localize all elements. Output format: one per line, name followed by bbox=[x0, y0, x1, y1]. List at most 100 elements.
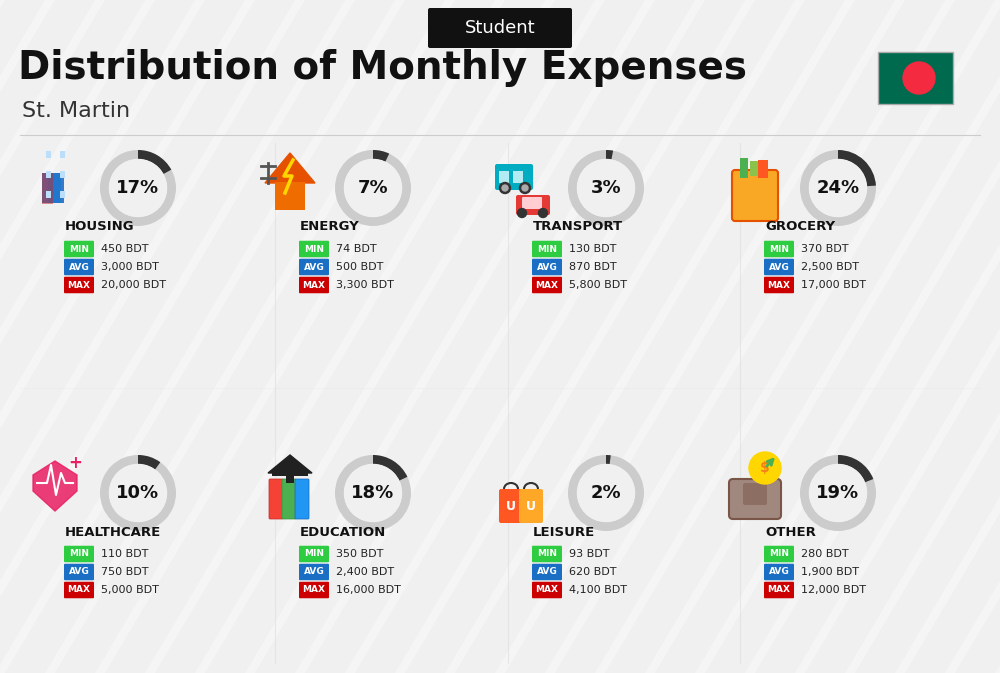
Text: 18%: 18% bbox=[351, 484, 395, 502]
FancyBboxPatch shape bbox=[532, 564, 562, 580]
Text: 500 BDT: 500 BDT bbox=[336, 262, 383, 272]
FancyBboxPatch shape bbox=[522, 197, 542, 209]
Text: 620 BDT: 620 BDT bbox=[569, 567, 616, 577]
Text: 350 BDT: 350 BDT bbox=[336, 549, 383, 559]
Text: HEALTHCARE: HEALTHCARE bbox=[65, 526, 161, 538]
Circle shape bbox=[539, 209, 548, 217]
Text: 16,000 BDT: 16,000 BDT bbox=[336, 585, 401, 595]
Wedge shape bbox=[373, 455, 407, 481]
FancyBboxPatch shape bbox=[299, 564, 329, 580]
FancyBboxPatch shape bbox=[532, 241, 562, 257]
Text: 110 BDT: 110 BDT bbox=[101, 549, 148, 559]
Text: 17%: 17% bbox=[116, 179, 160, 197]
Bar bbox=[60, 151, 65, 158]
Text: MIN: MIN bbox=[69, 244, 89, 254]
Circle shape bbox=[518, 209, 527, 217]
Text: LEISURE: LEISURE bbox=[533, 526, 595, 538]
Text: 870 BDT: 870 BDT bbox=[569, 262, 617, 272]
Text: 750 BDT: 750 BDT bbox=[101, 567, 149, 577]
Text: AVG: AVG bbox=[537, 567, 557, 577]
Circle shape bbox=[578, 464, 635, 522]
Text: 93 BDT: 93 BDT bbox=[569, 549, 610, 559]
Circle shape bbox=[502, 185, 508, 191]
Circle shape bbox=[578, 160, 635, 217]
FancyBboxPatch shape bbox=[42, 172, 53, 204]
FancyBboxPatch shape bbox=[516, 195, 550, 215]
Text: 370 BDT: 370 BDT bbox=[801, 244, 848, 254]
Text: 5,000 BDT: 5,000 BDT bbox=[101, 585, 159, 595]
Text: AVG: AVG bbox=[304, 567, 324, 577]
Wedge shape bbox=[335, 455, 411, 531]
FancyBboxPatch shape bbox=[743, 483, 767, 505]
Text: AVG: AVG bbox=[304, 262, 324, 271]
Wedge shape bbox=[138, 455, 160, 470]
Wedge shape bbox=[838, 150, 876, 186]
Circle shape bbox=[345, 160, 402, 217]
FancyBboxPatch shape bbox=[519, 489, 543, 523]
Text: MAX: MAX bbox=[302, 586, 326, 594]
Text: MAX: MAX bbox=[536, 586, 558, 594]
Text: MAX: MAX bbox=[536, 281, 558, 289]
Bar bbox=[499, 171, 509, 183]
FancyBboxPatch shape bbox=[64, 581, 94, 598]
Circle shape bbox=[522, 185, 528, 191]
Text: 24%: 24% bbox=[816, 179, 860, 197]
Bar bbox=[275, 182, 305, 210]
Circle shape bbox=[520, 182, 530, 194]
FancyBboxPatch shape bbox=[495, 164, 533, 190]
Text: 2,500 BDT: 2,500 BDT bbox=[801, 262, 859, 272]
Text: AVG: AVG bbox=[69, 567, 89, 577]
FancyBboxPatch shape bbox=[764, 277, 794, 293]
Text: 2,400 BDT: 2,400 BDT bbox=[336, 567, 394, 577]
Text: +: + bbox=[68, 454, 82, 472]
FancyBboxPatch shape bbox=[299, 277, 329, 293]
Text: 3,300 BDT: 3,300 BDT bbox=[336, 280, 394, 290]
Bar bbox=[60, 191, 65, 198]
Wedge shape bbox=[800, 455, 876, 531]
Text: MAX: MAX bbox=[68, 586, 91, 594]
Text: AVG: AVG bbox=[69, 262, 89, 271]
Text: 17,000 BDT: 17,000 BDT bbox=[801, 280, 866, 290]
Text: 3%: 3% bbox=[591, 179, 621, 197]
Text: MAX: MAX bbox=[302, 281, 326, 289]
FancyBboxPatch shape bbox=[532, 581, 562, 598]
Text: 20,000 BDT: 20,000 BDT bbox=[101, 280, 166, 290]
Bar bbox=[46, 191, 51, 198]
FancyBboxPatch shape bbox=[532, 546, 562, 562]
Circle shape bbox=[903, 62, 935, 94]
FancyBboxPatch shape bbox=[532, 277, 562, 293]
Text: EDUCATION: EDUCATION bbox=[300, 526, 386, 538]
FancyBboxPatch shape bbox=[295, 479, 309, 519]
Text: Distribution of Monthly Expenses: Distribution of Monthly Expenses bbox=[18, 49, 747, 87]
FancyBboxPatch shape bbox=[532, 258, 562, 275]
Bar bbox=[758, 160, 768, 178]
FancyBboxPatch shape bbox=[299, 241, 329, 257]
Wedge shape bbox=[100, 150, 176, 226]
Bar bbox=[513, 171, 523, 183]
Wedge shape bbox=[606, 150, 613, 160]
Text: MAX: MAX bbox=[767, 281, 790, 289]
Text: 10%: 10% bbox=[116, 484, 160, 502]
Text: MIN: MIN bbox=[537, 244, 557, 254]
Wedge shape bbox=[568, 455, 644, 531]
FancyBboxPatch shape bbox=[764, 241, 794, 257]
Text: TRANSPORT: TRANSPORT bbox=[533, 221, 623, 234]
FancyBboxPatch shape bbox=[764, 564, 794, 580]
Text: OTHER: OTHER bbox=[765, 526, 816, 538]
FancyBboxPatch shape bbox=[64, 564, 94, 580]
Text: 130 BDT: 130 BDT bbox=[569, 244, 616, 254]
FancyBboxPatch shape bbox=[428, 8, 572, 48]
Wedge shape bbox=[838, 455, 873, 483]
Circle shape bbox=[110, 464, 166, 522]
Bar bbox=[46, 151, 51, 158]
FancyBboxPatch shape bbox=[282, 479, 296, 519]
Polygon shape bbox=[33, 461, 77, 511]
Wedge shape bbox=[373, 150, 389, 162]
Text: 1,900 BDT: 1,900 BDT bbox=[801, 567, 859, 577]
Wedge shape bbox=[606, 455, 611, 464]
Circle shape bbox=[809, 464, 866, 522]
FancyBboxPatch shape bbox=[299, 581, 329, 598]
Bar bbox=[286, 471, 294, 483]
FancyBboxPatch shape bbox=[64, 546, 94, 562]
Text: HOUSING: HOUSING bbox=[65, 221, 135, 234]
